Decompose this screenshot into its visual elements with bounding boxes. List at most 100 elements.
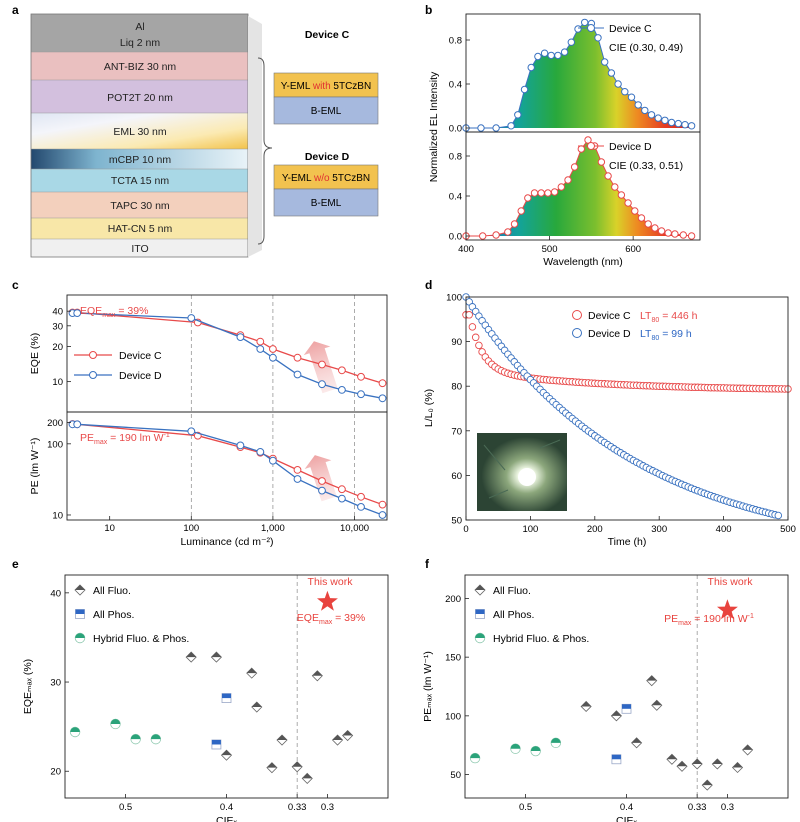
data-point: [318, 477, 326, 485]
spectrum-point: [679, 231, 687, 239]
marker-fluo-fill: [475, 585, 485, 590]
spectrum-point: [637, 214, 646, 222]
efficiency-chart: 10 20 30 40 EQE (%) 10 100 200 PE (lm W⁻¹) Device…: [29, 294, 388, 548]
legend-label: All Fluo.: [93, 585, 131, 597]
data-point: [338, 494, 346, 503]
lifetime-chart: 0 100 200 300 400 500 50 60 70 80 90 100 Time (h) L/L…: [423, 293, 796, 549]
data-point: [357, 492, 365, 501]
x-tick-label: 0.33: [288, 802, 307, 813]
legend-label: Device D: [609, 141, 652, 153]
spectrum-point: [547, 51, 555, 60]
marker-fluo-fill: [186, 652, 197, 658]
data-point: [187, 427, 196, 436]
pe-max-annotation: PEmax = 190 lm W-1: [80, 432, 170, 446]
eqe-max-label-e: EQEmax = 39%: [297, 612, 365, 626]
legend-marker: [572, 328, 582, 338]
x-tick-label: 0: [463, 524, 468, 535]
y-tick-label: 60: [451, 471, 462, 482]
this-work-label-f: This work: [708, 576, 754, 588]
spectrum-point: [687, 122, 696, 130]
x-tick-label: 500: [780, 524, 796, 535]
y-tick-label: 200: [47, 418, 63, 429]
layer-label-al: Al: [135, 21, 144, 33]
x-tick-label: 10: [104, 523, 115, 534]
panel-e-letter: e: [12, 557, 19, 571]
marker-fluo-fill: [332, 735, 343, 741]
layer-label-hat-cn: HAT-CN 5 nm: [108, 223, 173, 235]
marker-phos-fill: [222, 693, 231, 699]
marker-hybrid-fill: [70, 727, 80, 732]
legend-label: Device C: [119, 350, 162, 362]
data-point: [378, 511, 387, 519]
y-tick-label: 100: [446, 293, 462, 304]
device-d-beml-box: [273, 188, 379, 217]
spectrum-point: [492, 231, 500, 239]
spectrum-point: [667, 118, 676, 127]
spectrum-point: [574, 25, 582, 33]
spectrum-point: [570, 163, 579, 171]
x-tick-label: 0.4: [620, 802, 633, 813]
legend-label: Device D: [588, 328, 631, 340]
data-point: [256, 337, 265, 346]
x-tick-label: 200: [587, 524, 603, 535]
spectrum-point: [634, 101, 642, 109]
marker-phos-fill: [611, 754, 621, 760]
eqe-comparison-chart: 0.5 0.4 0.33 0.3 20 30 40 CIEₓ EQEₘₐₓ (%) All Flu…: [22, 574, 389, 822]
marker-hybrid-fill: [510, 743, 521, 749]
marker-fluo-fill: [677, 761, 688, 767]
marker-fluo-fill: [651, 700, 662, 706]
y-tick-label: 0.8: [449, 152, 462, 163]
y-tick-label: 0.4: [449, 80, 462, 91]
spectrum-point: [577, 145, 585, 153]
layer-mcbp: [31, 149, 248, 169]
spectrum-point: [477, 124, 485, 132]
y-tick-label: 40: [52, 307, 63, 318]
spectrum-point: [651, 224, 659, 232]
panel-b-letter: b: [425, 3, 432, 17]
x-tick-label: 400: [716, 524, 732, 535]
layer-tcta: [31, 169, 248, 192]
device-c-beml-label: B-EML: [311, 106, 342, 117]
marker-fluo-fill: [712, 758, 723, 764]
x-axis-label: Luminance (cd m⁻²): [180, 536, 273, 548]
data-point: [357, 372, 365, 381]
spectrum-point: [607, 69, 616, 77]
legend-label: Device C: [609, 23, 652, 35]
x-tick-label: 100: [522, 524, 538, 535]
y-tick-label: 200: [445, 594, 461, 605]
improvement-arrow: [304, 455, 337, 502]
panel-a-letter: a: [12, 3, 19, 17]
legend-label: All Phos.: [493, 609, 534, 621]
eqe-max-annotation: EQEmax = 39%: [80, 305, 148, 319]
marker-fluo-fill: [292, 761, 303, 767]
panel-c-letter: c: [12, 278, 19, 292]
layer-label-mcbp: mCBP 10 nm: [109, 154, 171, 166]
chart-frame: [464, 574, 789, 799]
data-point: [73, 309, 82, 318]
y-tick-label: 80: [451, 382, 462, 393]
data-point: [475, 341, 483, 350]
marker-fluo-fill: [246, 668, 257, 674]
spectrum-point: [560, 48, 569, 56]
marker-hybrid-fill: [130, 734, 141, 740]
marker-fluo-fill: [277, 735, 288, 741]
marker-fluo-fill: [302, 773, 313, 779]
data-point: [293, 475, 302, 483]
y-tick-label: 20: [50, 767, 61, 778]
marker-fluo-fill: [646, 675, 657, 681]
chart-frame: [64, 574, 389, 799]
spectrum-point: [621, 88, 629, 96]
marker-fluo-fill: [312, 670, 323, 676]
y-tick-label: 20: [52, 342, 63, 353]
x-axis-label: CIEₓ: [616, 815, 638, 822]
data-point: [318, 380, 326, 389]
y-axis-label: Normalized EL Intensity: [428, 71, 440, 182]
legend-label: Device D: [119, 370, 162, 382]
marker-fluo-fill: [342, 730, 353, 736]
x-tick-label: 0.3: [321, 802, 334, 813]
spectrum-point: [671, 230, 679, 238]
spectrum-point: [550, 188, 559, 196]
data-point: [269, 345, 277, 353]
legend-marker: [587, 142, 595, 150]
data-point: [465, 311, 473, 319]
